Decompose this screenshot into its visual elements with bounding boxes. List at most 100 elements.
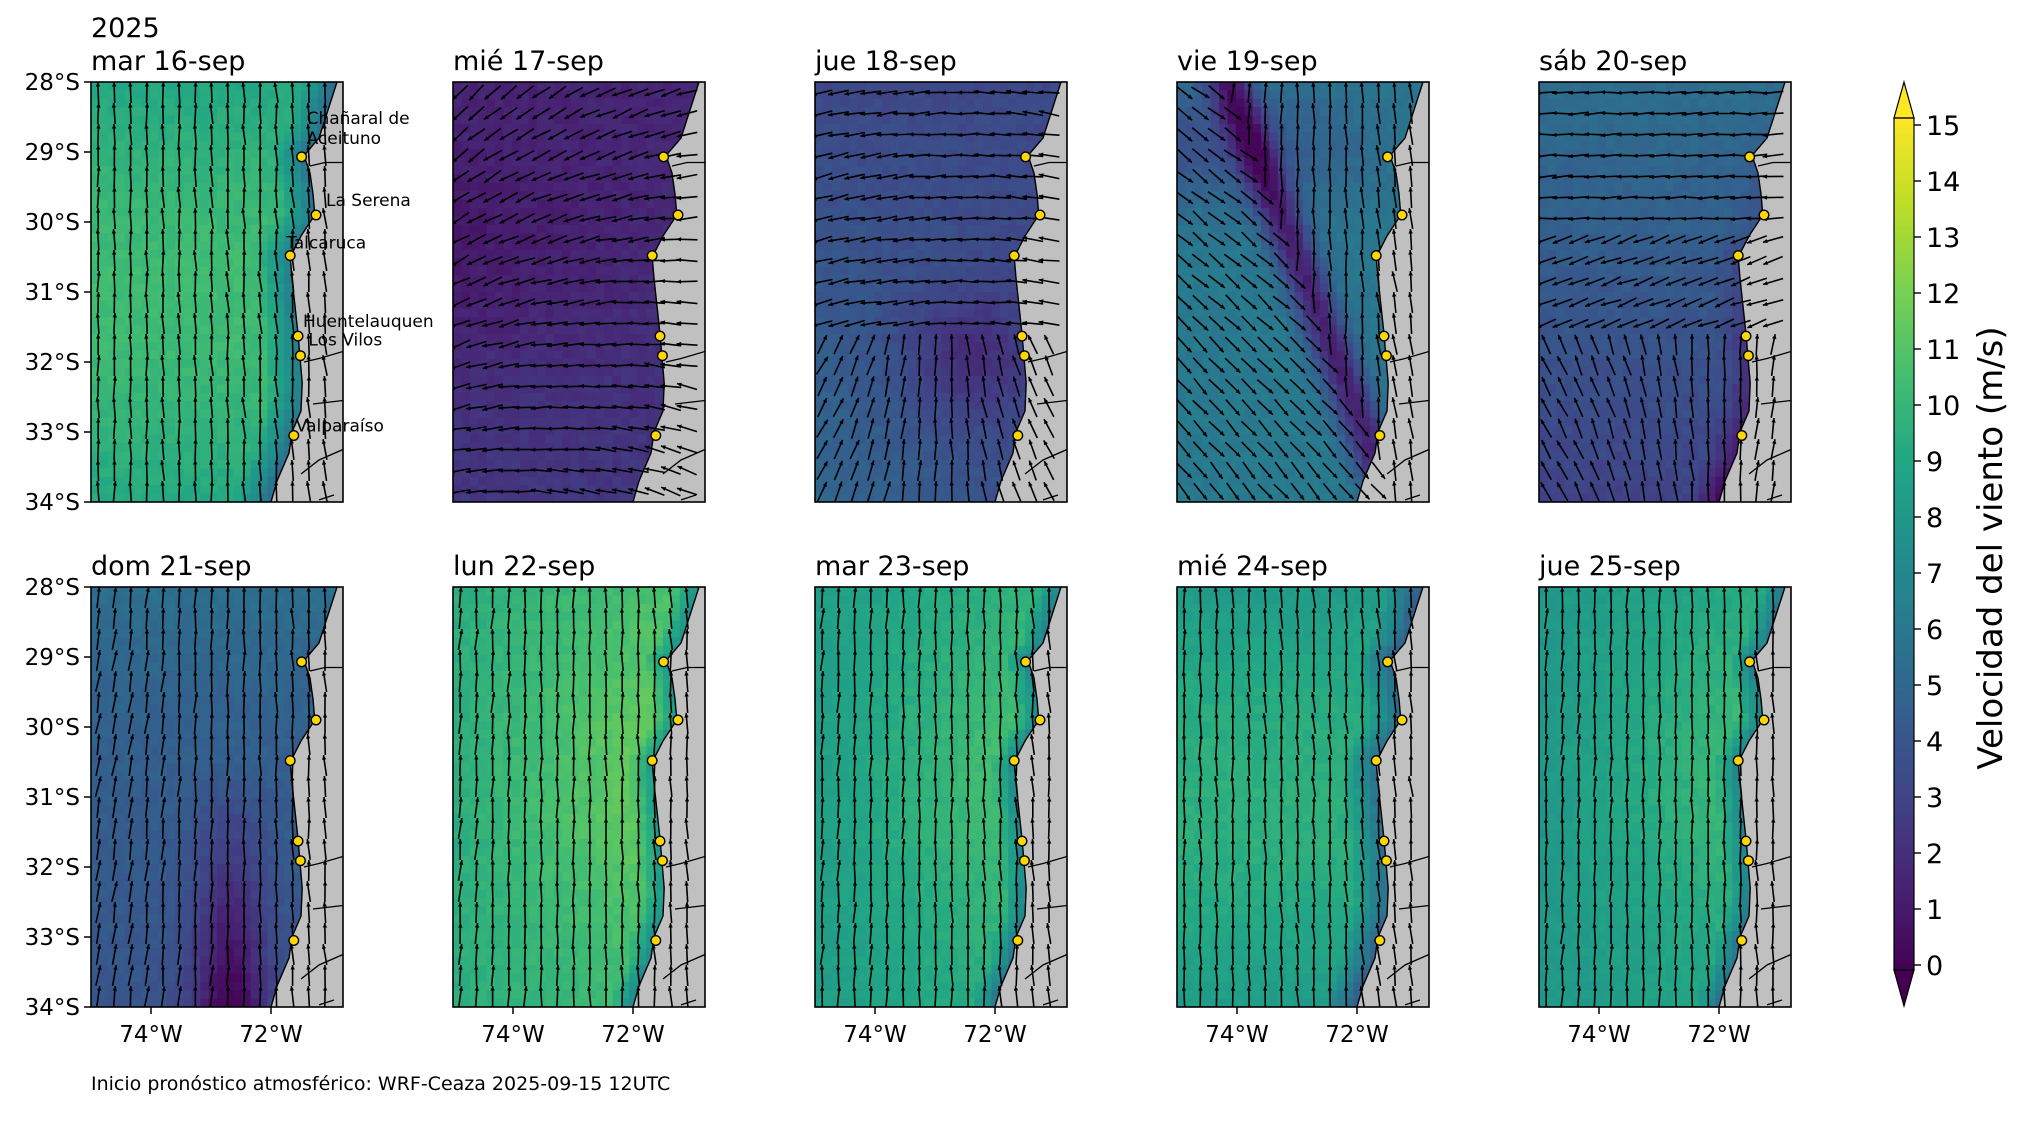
wind-speed-cell — [250, 208, 260, 217]
wind-speed-cell — [116, 191, 126, 201]
wind-speed-cell — [999, 107, 1009, 117]
city-marker — [310, 209, 322, 221]
wind-speed-cell — [924, 224, 934, 234]
wind-speed-cell — [166, 418, 176, 427]
wind-speed-cell — [453, 166, 462, 175]
wind-speed-cell — [587, 275, 597, 285]
wind-speed-cell — [469, 401, 479, 411]
wind-speed-cell — [604, 392, 614, 402]
wind-speed-cell — [478, 350, 488, 360]
wind-speed-cell — [453, 308, 462, 318]
wind-speed-cell — [503, 283, 513, 293]
city-marker — [658, 151, 670, 163]
wind-speed-cell — [124, 308, 134, 318]
wind-speed-cell — [124, 258, 134, 268]
wind-speed-cell — [612, 224, 622, 234]
wind-speed-cell — [200, 166, 210, 175]
wind-vector-head — [209, 460, 214, 465]
panel-title: mar 16-sep — [91, 46, 245, 77]
wind-speed-cell — [570, 451, 580, 461]
wind-speed-cell — [495, 367, 504, 377]
wind-speed-cell — [520, 292, 530, 301]
wind-speed-cell — [882, 208, 892, 217]
wind-vector-head — [676, 113, 682, 118]
wind-vector-head — [322, 145, 327, 150]
wind-speed-cell — [284, 317, 294, 327]
wind-speed-cell — [166, 493, 176, 502]
wind-speed-cell — [587, 384, 597, 394]
wind-speed-cell — [469, 460, 479, 469]
wind-speed-cell — [259, 174, 268, 184]
wind-vector-head — [579, 404, 584, 410]
wind-vector-head — [596, 176, 601, 181]
wind-speed-cell — [233, 224, 243, 234]
wind-speed-cell — [233, 149, 243, 159]
wind-vector-head — [225, 124, 230, 129]
wind-speed-cell — [208, 98, 218, 108]
wind-speed-cell — [873, 199, 883, 209]
wind-speed-cell — [91, 418, 100, 427]
wind-speed-cell — [646, 418, 656, 427]
wind-speed-cell — [890, 98, 900, 108]
wind-speed-cell — [595, 233, 605, 243]
wind-speed-cell — [183, 292, 193, 301]
wind-speed-cell — [629, 418, 639, 427]
wind-speed-cell — [570, 208, 580, 217]
wind-speed-cell — [461, 107, 471, 117]
wind-speed-cell — [570, 199, 580, 209]
wind-speed-cell — [469, 468, 479, 478]
wind-speed-cell — [528, 283, 538, 293]
wind-speed-cell — [91, 140, 100, 150]
wind-vector-head — [644, 342, 649, 347]
wind-speed-cell — [520, 115, 530, 125]
wind-speed-cell — [503, 258, 513, 268]
wind-vector-head — [242, 250, 247, 255]
wind-speed-cell — [1033, 115, 1043, 125]
wind-speed-cell — [924, 140, 934, 150]
wind-speed-cell — [915, 250, 925, 259]
wind-speed-cell — [553, 418, 563, 427]
wind-speed-cell — [831, 208, 841, 217]
wind-speed-cell — [149, 367, 159, 377]
wind-speed-cell — [882, 258, 892, 268]
wind-speed-cell — [570, 124, 580, 133]
wind-speed-cell — [495, 191, 504, 201]
wind-speed-cell — [267, 392, 277, 402]
wind-speed-cell — [503, 182, 513, 192]
wind-speed-cell — [528, 132, 538, 142]
wind-vector-head — [530, 363, 536, 368]
wind-speed-cell — [461, 166, 471, 175]
wind-speed-cell — [478, 434, 488, 444]
wind-speed-cell — [478, 392, 488, 402]
wind-vector-head — [644, 134, 650, 139]
wind-vector-head — [112, 418, 118, 423]
wind-speed-cell — [553, 233, 563, 243]
wind-speed-cell — [545, 367, 555, 377]
wind-speed-cell — [612, 367, 622, 377]
wind-speed-cell — [621, 275, 630, 285]
wind-vector-head — [530, 467, 536, 473]
wind-vector-head — [579, 197, 585, 202]
wind-speed-cell — [149, 199, 159, 209]
wind-speed-cell — [469, 359, 479, 369]
wind-speed-cell — [840, 115, 850, 125]
wind-speed-cell — [478, 451, 488, 461]
wind-speed-cell — [91, 216, 100, 226]
wind-speed-cell — [469, 325, 479, 335]
wind-speed-cell — [233, 283, 243, 293]
wind-speed-cell — [1016, 107, 1026, 117]
wind-speed-cell — [520, 308, 530, 318]
wind-vector-head — [322, 376, 327, 381]
wind-speed-cell — [259, 308, 268, 318]
wind-speed-cell — [520, 124, 530, 133]
wind-speed-cell — [149, 325, 159, 335]
wind-speed-cell — [545, 124, 555, 133]
wind-vector-head — [192, 166, 198, 171]
wind-speed-cell — [284, 401, 294, 411]
wind-speed-cell — [570, 434, 580, 444]
wind-speed-cell — [486, 182, 496, 192]
wind-vector-head — [498, 302, 504, 307]
wind-speed-cell — [595, 451, 605, 461]
wind-speed-cell — [133, 300, 142, 310]
wind-speed-cell — [99, 124, 109, 133]
